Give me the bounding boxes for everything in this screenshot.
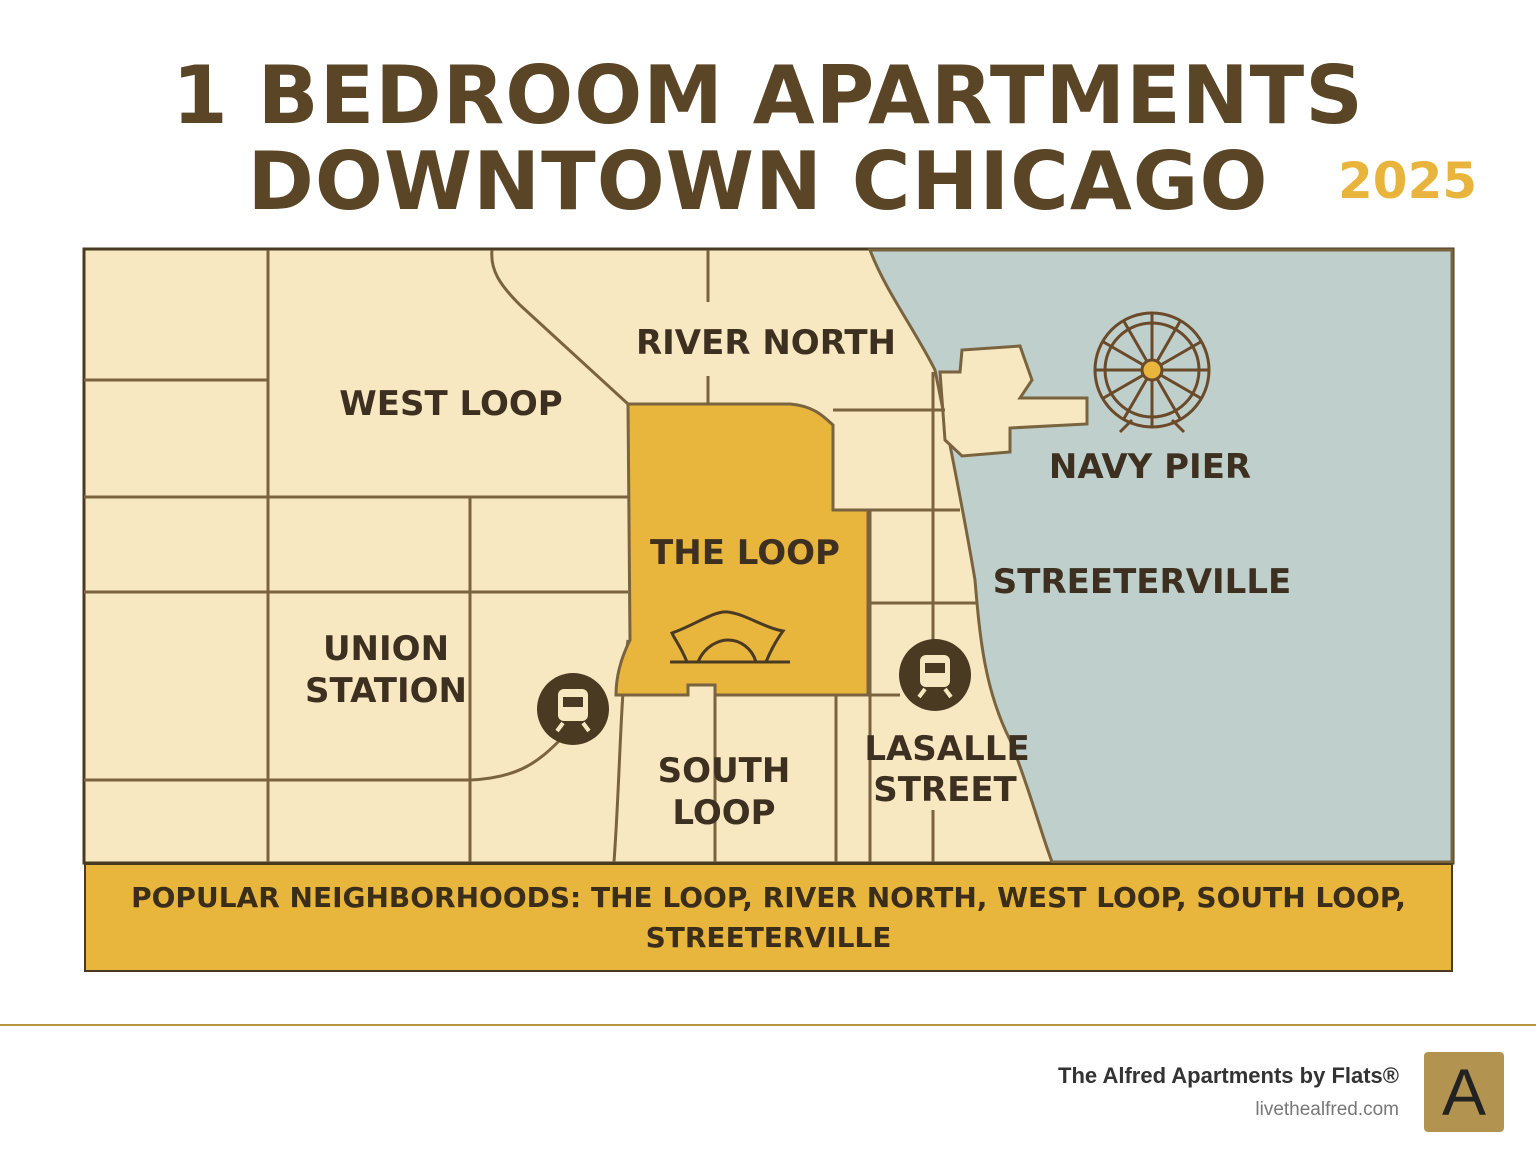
banner-text: POPULAR NEIGHBORHOODS: THE LOOP, RIVER N… [131, 880, 1406, 954]
brand-name: The Alfred Apartments by Flats® [1058, 1063, 1399, 1088]
brand-logo: A [1424, 1052, 1504, 1132]
label-navy-pier: NAVY PIER [1049, 447, 1251, 487]
title-line-1: 1 BEDROOM APARTMENTS [172, 49, 1364, 142]
neighborhoods-banner: POPULAR NEIGHBORHOODS: THE LOOP, RIVER N… [84, 863, 1453, 972]
year-label: 2025 [1338, 152, 1478, 210]
ferris-wheel-spoke [1122, 319, 1149, 363]
ferris-wheel-spoke [1122, 377, 1149, 421]
ferris-wheel-spoke [1159, 340, 1203, 367]
label-streeterville: STREETERVILLE [993, 562, 1291, 602]
navy-pier [938, 344, 1089, 458]
footer-divider [0, 1024, 1536, 1026]
label-lasalle-2: STREET [873, 770, 1017, 810]
ferris-wheel-spoke [1159, 373, 1203, 400]
ferris-wheel-icon [1093, 311, 1211, 434]
website-link[interactable]: livethealfred.com [1255, 1099, 1399, 1120]
label-union-station-2: STATION [305, 671, 467, 711]
ferris-wheel-spoke [1155, 319, 1182, 363]
ferris-wheel-spoke [1101, 340, 1145, 367]
label-lasalle-1: LASALLE [864, 729, 1029, 769]
train-icon [537, 673, 609, 745]
label-south-loop-1: SOUTH [658, 751, 791, 791]
title-line-2: DOWNTOWN CHICAGO [247, 135, 1269, 228]
train-icon [899, 639, 971, 711]
label-south-loop-2: LOOP [672, 793, 775, 833]
the-loop-area [614, 402, 870, 697]
label-west-loop: WEST LOOP [339, 384, 562, 424]
pavilion-icon [669, 610, 790, 664]
ferris-wheel-spoke [1101, 373, 1145, 400]
label-union-station-1: UNION [323, 629, 449, 669]
label-river-north: RIVER NORTH [636, 323, 896, 363]
ferris-wheel-spoke [1155, 377, 1182, 421]
label-the-loop: THE LOOP [650, 533, 840, 573]
